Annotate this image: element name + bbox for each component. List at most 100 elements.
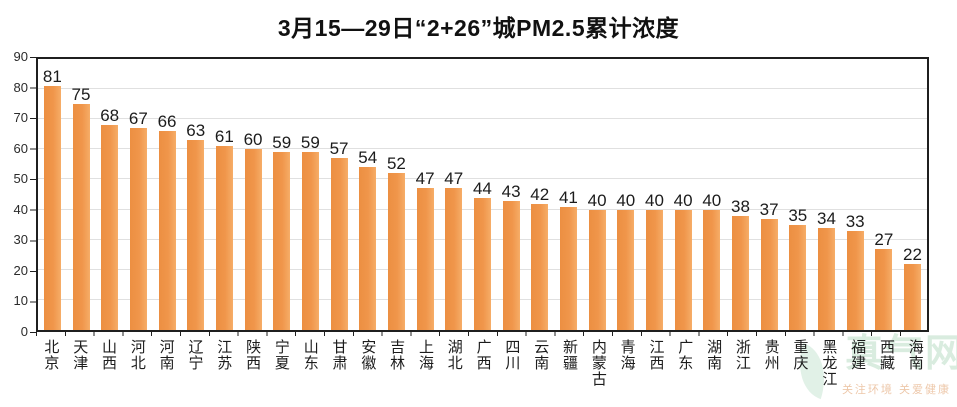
gridline xyxy=(38,148,927,150)
x-tick-label-text: 湖南 xyxy=(705,339,723,371)
bar-slot-宁夏: 59 xyxy=(267,59,296,330)
x-tick-label-江西: 江西 xyxy=(641,339,670,387)
y-tick-label: 60 xyxy=(13,140,28,156)
bar-slot-山西: 68 xyxy=(95,59,124,330)
bar-slot-湖北: 47 xyxy=(439,59,468,330)
bar-slot-海南: 22 xyxy=(898,59,927,330)
watermark-logo-text: 真气网 xyxy=(844,333,957,375)
bar-value-label: 33 xyxy=(845,211,865,231)
x-tick-label-text: 山西 xyxy=(100,339,118,371)
x-tick-label-山东: 山东 xyxy=(295,339,324,387)
bar xyxy=(789,224,807,330)
bar-slot-江西: 40 xyxy=(640,59,669,330)
x-tick-label-吉林: 吉林 xyxy=(382,339,411,387)
bar xyxy=(760,218,778,330)
plot-area: 81 75 68 67 66 63 61 60 59 59 57 54 52 47 47 44 43 42 41 40… xyxy=(36,57,929,332)
bar-slot-辽宁: 63 xyxy=(181,59,210,330)
x-tick-label-宁夏: 宁夏 xyxy=(267,339,296,387)
bar xyxy=(43,86,61,330)
x-tick-label-湖南: 湖南 xyxy=(699,339,728,387)
bar-value-label: 61 xyxy=(214,127,234,147)
y-tick-label: 30 xyxy=(13,232,28,248)
bar-value-label: 40 xyxy=(644,190,664,210)
bar-value-label: 59 xyxy=(300,133,320,153)
bar-slot-广东: 40 xyxy=(669,59,698,330)
x-tick-label-河南: 河南 xyxy=(151,339,180,387)
bar xyxy=(617,209,635,330)
x-tick-label-text: 甘肃 xyxy=(330,339,348,371)
bar-slot-北京: 81 xyxy=(38,59,67,330)
x-tick-label-text: 四川 xyxy=(503,339,521,371)
y-tick-label: 50 xyxy=(13,171,28,187)
x-tick-label-新疆: 新疆 xyxy=(555,339,584,387)
x-tick-label-重庆: 重庆 xyxy=(785,339,814,387)
bar xyxy=(387,173,405,330)
bar-value-label: 60 xyxy=(243,130,263,150)
bar-slot-内蒙古: 40 xyxy=(583,59,612,330)
x-tick-label-上海: 上海 xyxy=(411,339,440,387)
x-tick-label-text: 贵州 xyxy=(762,339,780,371)
bar-slot-河北: 67 xyxy=(124,59,153,330)
bar xyxy=(72,104,90,330)
x-tick-label-text: 海南 xyxy=(906,339,924,371)
x-tick-label-text: 河南 xyxy=(157,339,175,371)
bar-slot-黑龙江: 34 xyxy=(812,59,841,330)
y-axis-ticks xyxy=(30,57,36,333)
x-tick-label-广东: 广东 xyxy=(670,339,699,387)
x-tick-label-text: 北京 xyxy=(42,339,60,371)
bar-value-label: 57 xyxy=(329,139,349,159)
bar-value-label: 66 xyxy=(157,112,177,132)
chart-title: 3月15—29日“2+26”城PM2.5累计浓度 xyxy=(277,15,680,41)
bar-value-label: 40 xyxy=(616,190,636,210)
bar xyxy=(187,140,205,330)
bar-value-label: 42 xyxy=(530,184,550,204)
bar-slot-西藏: 27 xyxy=(869,59,898,330)
bar-slot-天津: 75 xyxy=(67,59,96,330)
x-tick-label-山西: 山西 xyxy=(94,339,123,387)
bar-value-label: 81 xyxy=(42,67,62,87)
x-tick-label-text: 安徽 xyxy=(359,339,377,371)
bar-slot-江苏: 61 xyxy=(210,59,239,330)
bar-value-label: 40 xyxy=(702,190,722,210)
bar-slot-贵州: 37 xyxy=(755,59,784,330)
bar-value-label: 40 xyxy=(673,190,693,210)
bar-value-label: 43 xyxy=(501,181,521,201)
x-tick-label-text: 黑龙江 xyxy=(820,339,838,387)
bar xyxy=(301,152,319,330)
x-tick-label-黑龙江: 黑龙江 xyxy=(814,339,843,387)
bar-value-label: 40 xyxy=(587,190,607,210)
bar xyxy=(445,188,463,330)
y-tick-label: 0 xyxy=(20,324,28,339)
bar-value-label: 41 xyxy=(558,187,578,207)
x-tick-label-河北: 河北 xyxy=(122,339,151,387)
x-tick-label-text: 青海 xyxy=(618,339,636,371)
bar xyxy=(846,230,864,330)
bar xyxy=(645,209,663,330)
bar-slot-吉林: 52 xyxy=(382,59,411,330)
bar-slot-广西: 44 xyxy=(468,59,497,330)
bar xyxy=(875,248,893,330)
bar xyxy=(158,131,176,330)
x-tick-label-贵州: 贵州 xyxy=(756,339,785,387)
watermark-slogan: 关注环境 关爱健康 xyxy=(841,384,951,396)
gridline xyxy=(38,88,927,90)
bar-slot-安徽: 54 xyxy=(353,59,382,330)
bar xyxy=(101,125,119,330)
x-tick-label-北京: 北京 xyxy=(36,339,65,387)
x-tick-label-天津: 天津 xyxy=(65,339,94,387)
x-tick-label-text: 天津 xyxy=(71,339,89,371)
y-tick-label: 10 xyxy=(13,293,28,309)
x-tick-label-text: 江西 xyxy=(647,339,665,371)
bar-value-label: 34 xyxy=(817,208,836,228)
gridline xyxy=(38,178,927,180)
x-tick-label-text: 西藏 xyxy=(877,339,895,371)
x-tick-label-text: 吉林 xyxy=(388,339,406,371)
x-tick-label-江苏: 江苏 xyxy=(209,339,238,387)
bar-value-label: 68 xyxy=(100,106,120,126)
x-tick-label-浙江: 浙江 xyxy=(728,339,757,387)
bar xyxy=(559,206,577,330)
bar-slot-湖南: 40 xyxy=(697,59,726,330)
bar xyxy=(703,209,721,330)
bar-value-label: 35 xyxy=(788,205,808,225)
